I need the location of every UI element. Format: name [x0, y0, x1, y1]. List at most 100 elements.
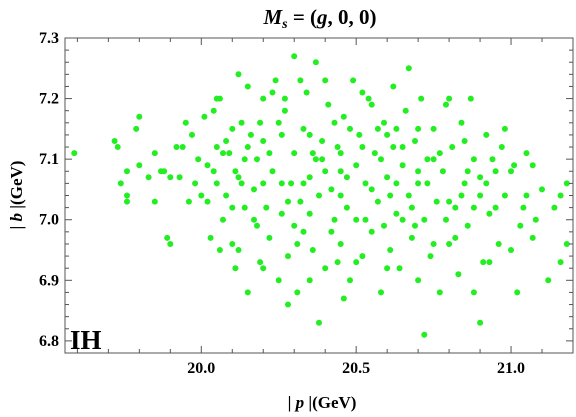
x-tick-label: 20.5	[342, 360, 370, 377]
data-point	[387, 247, 394, 253]
data-point	[359, 89, 366, 96]
data-point	[381, 119, 387, 126]
data-point	[501, 192, 508, 199]
data-point	[563, 241, 570, 247]
data-point	[275, 119, 282, 126]
data-point	[254, 222, 260, 229]
data-point	[399, 216, 406, 223]
data-point	[443, 101, 449, 108]
data-point	[402, 107, 409, 114]
data-point	[334, 144, 341, 150]
data-point	[477, 174, 484, 181]
data-point	[285, 198, 291, 205]
data-point	[167, 241, 174, 247]
data-point	[210, 168, 217, 175]
data-point	[412, 138, 418, 144]
data-point	[418, 95, 425, 102]
ih-annotation: IH	[70, 325, 102, 355]
data-point	[486, 210, 493, 217]
data-point	[220, 150, 226, 157]
data-point	[300, 125, 307, 132]
data-point	[179, 144, 186, 150]
data-point	[223, 192, 230, 199]
data-point	[229, 241, 236, 247]
data-point	[235, 247, 242, 253]
xlabel-unit: (GeV)	[312, 393, 356, 412]
data-point	[294, 289, 301, 296]
data-point	[260, 180, 267, 187]
xlabel-bar-right: |	[304, 393, 312, 412]
data-point	[384, 131, 391, 138]
data-point	[523, 192, 530, 199]
data-point	[328, 228, 335, 235]
data-point	[378, 156, 384, 163]
data-point	[477, 319, 484, 326]
data-point	[467, 95, 474, 102]
data-point	[368, 101, 375, 108]
data-point	[288, 180, 295, 187]
data-point	[424, 156, 431, 163]
data-point	[436, 289, 443, 296]
data-point	[563, 180, 570, 187]
title-rest: = (	[288, 5, 317, 29]
title-symbol: M	[262, 5, 283, 29]
data-point	[343, 174, 350, 181]
data-point	[529, 162, 536, 169]
title-subscript: s	[281, 17, 288, 32]
y-tick-label: 7.2	[39, 91, 59, 108]
data-point	[337, 241, 344, 247]
data-point	[520, 204, 527, 211]
data-point	[306, 277, 313, 284]
data-point	[124, 198, 130, 205]
data-point	[133, 125, 140, 132]
data-point	[260, 138, 267, 144]
data-point	[421, 216, 428, 223]
data-point	[337, 150, 344, 157]
data-point	[151, 198, 158, 205]
data-point	[229, 204, 236, 211]
data-point	[257, 119, 264, 126]
data-point	[557, 192, 564, 199]
x-tick-label: 21.0	[497, 360, 525, 377]
data-point	[461, 138, 468, 144]
data-point	[260, 95, 267, 102]
ylabel-var: b	[7, 213, 26, 222]
data-point	[362, 180, 369, 187]
data-point	[446, 95, 453, 102]
data-point	[421, 331, 428, 338]
data-point	[486, 259, 493, 266]
data-point	[331, 216, 338, 223]
data-point	[470, 289, 477, 296]
data-point	[309, 247, 316, 253]
data-point	[285, 301, 291, 308]
axis-ticks: 20.0 20.5 21.0 6.8 6.9 7.0 7.1 7.2 7.3	[39, 30, 574, 377]
data-point	[436, 150, 443, 157]
data-point	[464, 222, 471, 229]
data-point	[167, 174, 174, 181]
data-point	[430, 156, 437, 163]
data-point	[350, 77, 357, 84]
data-point	[356, 131, 363, 138]
data-point	[278, 180, 285, 187]
data-point	[124, 168, 130, 175]
data-point	[216, 247, 223, 253]
data-point	[278, 210, 285, 217]
data-point	[334, 259, 341, 266]
data-point	[368, 186, 375, 193]
data-point	[244, 144, 251, 150]
data-point	[192, 180, 199, 187]
data-point	[223, 138, 230, 144]
data-point	[316, 192, 322, 199]
data-point	[325, 101, 332, 108]
xlabel-bar-left: |	[288, 393, 296, 412]
data-point	[439, 168, 446, 175]
data-point	[353, 162, 360, 169]
data-point	[316, 319, 322, 326]
data-point	[430, 241, 437, 247]
data-point	[244, 289, 251, 296]
data-point	[359, 253, 366, 260]
data-point	[415, 168, 422, 175]
data-point	[365, 95, 372, 102]
data-point	[508, 168, 514, 175]
